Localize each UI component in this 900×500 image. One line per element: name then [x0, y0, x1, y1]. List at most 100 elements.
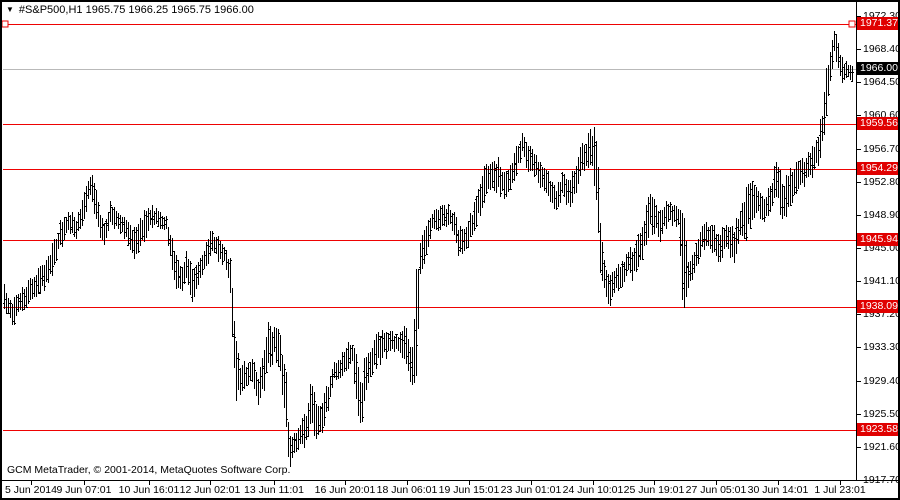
bar-open-tick	[719, 244, 720, 245]
horizontal-level-line[interactable]	[3, 169, 856, 170]
bar-close-tick	[125, 232, 126, 233]
ohlc-bar	[52, 243, 53, 276]
bar-close-tick	[385, 349, 386, 350]
bar-open-tick	[851, 81, 852, 82]
ohlc-bar	[460, 226, 461, 252]
ohlc-bar	[774, 166, 775, 198]
price-tick-label: 1941.10	[863, 275, 900, 287]
ohlc-bar	[476, 196, 477, 227]
ohlc-bar	[602, 242, 603, 281]
price-tick-label: 1964.50	[863, 76, 900, 88]
bar-close-tick	[213, 233, 214, 234]
ohlc-bar	[454, 212, 455, 235]
bar-close-tick	[835, 34, 836, 35]
ohlc-bar	[612, 272, 613, 297]
ohlc-bar	[250, 362, 251, 381]
bar-close-tick	[609, 283, 610, 284]
ohlc-bar	[392, 331, 393, 349]
bar-close-tick	[227, 262, 228, 263]
ohlc-bar	[90, 177, 91, 195]
ohlc-bar	[346, 348, 347, 371]
bar-close-tick	[661, 230, 662, 231]
bar-close-tick	[273, 337, 274, 338]
bar-open-tick	[645, 224, 646, 225]
bar-close-tick	[773, 202, 774, 203]
bar-close-tick	[153, 216, 154, 217]
line-drag-handle[interactable]	[848, 20, 856, 28]
bar-close-tick	[553, 187, 554, 188]
bar-close-tick	[737, 239, 738, 240]
bar-close-tick	[607, 276, 608, 277]
horizontal-level-line[interactable]	[3, 24, 856, 25]
ohlc-bar	[530, 146, 531, 171]
ohlc-bar	[282, 355, 283, 395]
bar-open-tick	[295, 440, 296, 441]
ohlc-bar	[234, 321, 235, 368]
bar-open-tick	[493, 187, 494, 188]
ohlc-bar	[522, 133, 523, 151]
bar-close-tick	[741, 211, 742, 212]
bar-close-tick	[45, 286, 46, 287]
ohlc-bar	[840, 55, 841, 76]
bar-open-tick	[459, 247, 460, 248]
horizontal-level-line[interactable]	[3, 430, 856, 431]
bar-close-tick	[471, 236, 472, 237]
bar-close-tick	[635, 252, 636, 253]
ohlc-bar	[60, 220, 61, 245]
bar-close-tick	[417, 345, 418, 346]
ohlc-bar	[210, 231, 211, 256]
ohlc-bar	[826, 68, 827, 116]
bar-close-tick	[601, 270, 602, 271]
horizontal-level-line[interactable]	[3, 240, 856, 241]
time-tick-mark	[840, 481, 841, 485]
ohlc-bar	[58, 233, 59, 249]
symbol-label: #S&P500,H1	[18, 4, 83, 16]
bar-open-tick	[603, 263, 604, 264]
ohlc-bar	[548, 171, 549, 196]
ohlc-bar	[462, 229, 463, 254]
ohlc-bar	[254, 362, 255, 389]
bar-close-tick	[269, 353, 270, 354]
ohlc-bar	[226, 250, 227, 270]
bar-close-tick	[755, 185, 756, 186]
ohlc-bar	[508, 170, 509, 192]
bar-close-tick	[521, 158, 522, 159]
ohlc-bar	[30, 278, 31, 300]
ohlc-bar	[98, 202, 99, 227]
bar-close-tick	[679, 223, 680, 224]
ohlc-bar	[298, 428, 299, 450]
ohlc-bar	[406, 328, 407, 364]
bar-close-tick	[811, 165, 812, 166]
ohlc-bar	[596, 141, 597, 200]
bar-close-tick	[421, 256, 422, 257]
bar-open-tick	[617, 275, 618, 276]
bar-close-tick	[801, 171, 802, 172]
bar-close-tick	[489, 173, 490, 174]
bar-close-tick	[123, 224, 124, 225]
bar-close-tick	[405, 336, 406, 337]
bar-close-tick	[573, 187, 574, 188]
ohlc-bar	[810, 153, 811, 175]
ohlc-bar	[334, 362, 335, 378]
ohlc-bar	[426, 226, 427, 255]
bar-close-tick	[583, 163, 584, 164]
price-tick-label: 1952.80	[863, 176, 900, 188]
bar-open-tick	[153, 219, 154, 220]
bar-close-tick	[425, 255, 426, 256]
ohlc-bar	[640, 233, 641, 260]
bar-open-tick	[457, 235, 458, 236]
horizontal-level-line[interactable]	[3, 307, 856, 308]
ohlc-bar	[788, 176, 789, 207]
bar-open-tick	[681, 244, 682, 245]
ohlc-bar	[446, 209, 447, 227]
horizontal-level-line[interactable]	[3, 124, 856, 125]
ohlc-bar	[658, 211, 659, 237]
ohlc-bar	[722, 227, 723, 258]
ohlc-bar	[688, 262, 689, 288]
ohlc-bar	[294, 433, 295, 453]
bar-close-tick	[235, 337, 236, 338]
line-drag-handle[interactable]	[1, 20, 9, 28]
ohlc-bar	[488, 166, 489, 189]
bar-close-tick	[375, 363, 376, 364]
